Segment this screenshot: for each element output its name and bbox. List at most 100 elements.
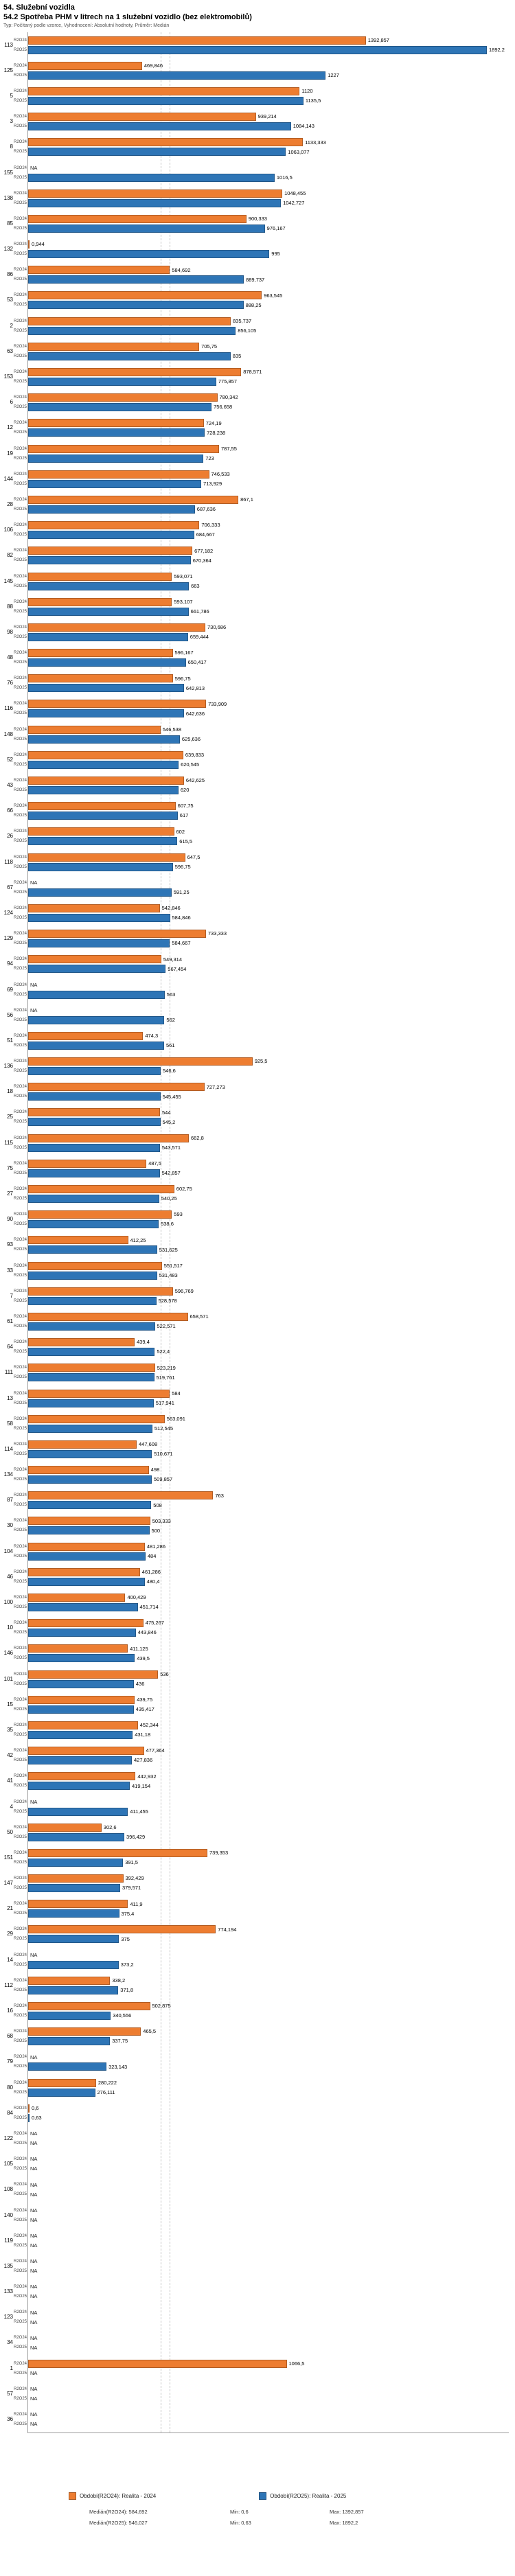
bar-r2o25[interactable] xyxy=(28,1092,161,1101)
bar-r2o24[interactable] xyxy=(28,1823,102,1832)
bar-r2o24[interactable] xyxy=(28,444,219,453)
bar-r2o25[interactable] xyxy=(28,378,216,387)
bar-r2o24[interactable] xyxy=(28,87,300,95)
bar-r2o24[interactable] xyxy=(28,1287,173,1296)
bar-r2o25[interactable] xyxy=(28,812,178,820)
bar-r2o24[interactable] xyxy=(28,1721,138,1729)
bar-r2o24[interactable] xyxy=(28,1594,126,1602)
bar-r2o25[interactable] xyxy=(28,224,265,233)
bar-r2o24[interactable] xyxy=(28,1261,162,1270)
bar-r2o25[interactable] xyxy=(28,479,201,488)
bar-r2o25[interactable] xyxy=(28,913,170,922)
bar-r2o25[interactable] xyxy=(28,1424,152,1433)
bar-r2o25[interactable] xyxy=(28,888,172,897)
bar-r2o25[interactable] xyxy=(28,1449,152,1458)
bar-r2o25[interactable] xyxy=(28,990,165,999)
bar-r2o25[interactable] xyxy=(28,1195,159,1204)
bar-r2o24[interactable] xyxy=(28,1542,145,1551)
bar-r2o24[interactable] xyxy=(28,700,207,709)
bar-r2o24[interactable] xyxy=(28,1848,207,1857)
bar-r2o24[interactable] xyxy=(28,2002,150,2011)
bar-r2o24[interactable] xyxy=(28,61,142,70)
bar-r2o25[interactable] xyxy=(28,837,178,846)
bar-r2o25[interactable] xyxy=(28,1373,154,1382)
bar-r2o25[interactable] xyxy=(28,632,188,641)
bar-r2o24[interactable] xyxy=(28,904,160,912)
bar-r2o24[interactable] xyxy=(28,1747,144,1756)
bar-r2o25[interactable] xyxy=(28,1296,157,1305)
bar-r2o24[interactable] xyxy=(28,1338,135,1347)
bar-r2o25[interactable] xyxy=(28,1730,133,1739)
bar-r2o25[interactable] xyxy=(28,301,244,310)
bar-r2o24[interactable] xyxy=(28,1619,144,1628)
bar-r2o24[interactable] xyxy=(28,1414,165,1423)
bar-r2o24[interactable] xyxy=(28,1772,136,1781)
bar-r2o25[interactable] xyxy=(28,2088,95,2097)
bar-r2o24[interactable] xyxy=(28,393,218,402)
bar-r2o25[interactable] xyxy=(28,965,166,974)
bar-r2o25[interactable] xyxy=(28,1552,146,1561)
bar-r2o25[interactable] xyxy=(28,2012,111,2021)
bar-r2o25[interactable] xyxy=(28,1501,152,1510)
bar-r2o25[interactable] xyxy=(28,2037,111,2046)
bar-r2o24[interactable] xyxy=(28,1925,216,1934)
bar-r2o25[interactable] xyxy=(28,122,291,131)
bar-r2o24[interactable] xyxy=(28,1389,170,1398)
bar-r2o25[interactable] xyxy=(28,1322,155,1331)
bar-r2o25[interactable] xyxy=(28,2113,30,2122)
bar-r2o25[interactable] xyxy=(28,735,180,744)
bar-r2o25[interactable] xyxy=(28,1654,135,1663)
bar-r2o24[interactable] xyxy=(28,240,30,249)
bar-r2o25[interactable] xyxy=(28,1348,155,1357)
bar-r2o24[interactable] xyxy=(28,342,200,351)
bar-r2o24[interactable] xyxy=(28,1695,135,1704)
bar-r2o25[interactable] xyxy=(28,1960,119,1969)
bar-r2o24[interactable] xyxy=(28,1517,150,1526)
bar-r2o24[interactable] xyxy=(28,1185,174,1194)
bar-r2o24[interactable] xyxy=(28,36,366,45)
bar-r2o25[interactable] xyxy=(28,658,186,667)
bar-r2o24[interactable] xyxy=(28,2104,30,2113)
bar-r2o25[interactable] xyxy=(28,1220,159,1229)
bar-r2o25[interactable] xyxy=(28,1015,165,1024)
legend-item-r2o24[interactable]: Období(R2O24): Realita - 2024 xyxy=(69,2492,156,2500)
bar-r2o24[interactable] xyxy=(28,1364,155,1372)
bar-r2o25[interactable] xyxy=(28,1475,152,1484)
bar-r2o24[interactable] xyxy=(28,853,185,862)
bar-r2o25[interactable] xyxy=(28,1526,150,1535)
bar-r2o25[interactable] xyxy=(28,1909,119,1918)
bar-r2o25[interactable] xyxy=(28,326,236,335)
bar-r2o24[interactable] xyxy=(28,674,173,683)
bar-r2o25[interactable] xyxy=(28,709,184,718)
bar-r2o25[interactable] xyxy=(28,96,304,105)
legend-item-r2o25[interactable]: Období(R2O25): Realita - 2025 xyxy=(259,2492,346,2500)
bar-r2o24[interactable] xyxy=(28,266,170,275)
bar-r2o24[interactable] xyxy=(28,368,242,377)
bar-r2o25[interactable] xyxy=(28,1832,124,1841)
bar-r2o25[interactable] xyxy=(28,352,231,360)
bar-r2o25[interactable] xyxy=(28,71,326,80)
bar-r2o25[interactable] xyxy=(28,1118,161,1127)
bar-r2o25[interactable] xyxy=(28,1271,157,1280)
bar-r2o24[interactable] xyxy=(28,1236,128,1245)
bar-r2o24[interactable] xyxy=(28,113,256,122)
bar-r2o25[interactable] xyxy=(28,403,212,412)
bar-r2o25[interactable] xyxy=(28,1858,124,1867)
bar-r2o24[interactable] xyxy=(28,189,283,198)
bar-r2o24[interactable] xyxy=(28,419,204,428)
bar-r2o24[interactable] xyxy=(28,1491,214,1500)
bar-r2o24[interactable] xyxy=(28,623,205,632)
bar-r2o25[interactable] xyxy=(28,531,194,540)
bar-r2o25[interactable] xyxy=(28,939,170,948)
bar-r2o24[interactable] xyxy=(28,214,247,223)
bar-r2o24[interactable] xyxy=(28,930,206,939)
bar-r2o24[interactable] xyxy=(28,2359,287,2368)
bar-r2o25[interactable] xyxy=(28,607,189,616)
bar-r2o25[interactable] xyxy=(28,1986,119,1994)
bar-r2o25[interactable] xyxy=(28,1807,128,1816)
bar-r2o25[interactable] xyxy=(28,556,191,565)
bar-r2o25[interactable] xyxy=(28,1603,138,1612)
bar-r2o24[interactable] xyxy=(28,777,184,785)
bar-r2o24[interactable] xyxy=(28,1159,147,1168)
bar-r2o24[interactable] xyxy=(28,1108,160,1117)
